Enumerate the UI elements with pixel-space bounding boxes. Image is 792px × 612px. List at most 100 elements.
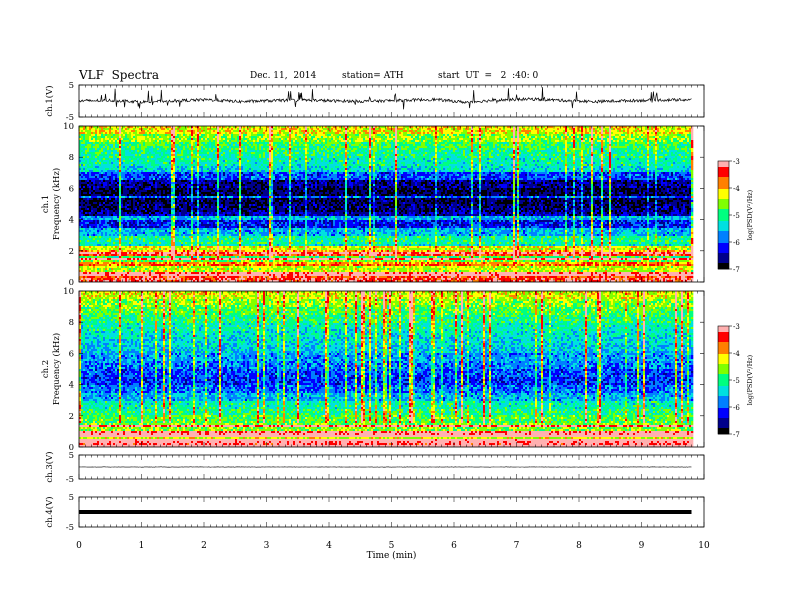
spectrogram-cell [197, 142, 200, 145]
spectrogram-cell [211, 132, 214, 135]
spectrogram-cell [487, 128, 490, 131]
spectrogram-cell [261, 128, 264, 131]
spectrogram-cell [651, 130, 654, 133]
spectrogram-cell [83, 130, 86, 133]
spectrogram-cell [443, 130, 446, 133]
spectrogram-cell [167, 138, 170, 141]
spectrogram-cell [609, 146, 612, 149]
spectrogram-cell [165, 154, 168, 157]
spectrogram-cell [359, 144, 362, 147]
spectrogram-cell [237, 140, 240, 143]
spectrogram-cell [193, 134, 196, 137]
spectrogram-cell [161, 154, 164, 157]
spectrogram-cell [221, 142, 224, 145]
spectrogram-cell [129, 150, 132, 153]
spectrogram-cell [479, 128, 482, 131]
spectrogram-cell [563, 148, 566, 151]
spectrogram-cell [91, 150, 94, 153]
spectrogram-cell [677, 146, 680, 149]
spectrogram-cell [493, 146, 496, 149]
spectrogram-cell [287, 136, 290, 139]
spectrogram-cell [505, 148, 508, 151]
spectrogram-cell [139, 144, 142, 147]
spectrogram-cell [163, 130, 166, 133]
spectrogram-cell [245, 144, 248, 147]
spectrogram-cell [615, 144, 618, 147]
spectrogram-cell [151, 158, 154, 161]
spectrogram-cell [167, 142, 170, 145]
spectrogram-cell [603, 142, 606, 145]
spectrogram-cell [243, 128, 246, 131]
spectrogram-cell [269, 140, 272, 143]
spectrogram-cell [457, 156, 460, 159]
spectrogram-cell [499, 144, 502, 147]
spectrogram-cell [339, 132, 342, 135]
spectrogram-cell [257, 152, 260, 155]
spectrogram-cell [399, 126, 402, 129]
spectrogram-cell [609, 150, 612, 153]
spectrogram-cell [83, 136, 86, 139]
spectrogram-cell [211, 158, 214, 161]
spectrogram-cell [369, 152, 372, 155]
spectrogram-cell [375, 126, 378, 129]
spectrogram-cell [541, 138, 544, 141]
spectrogram-cell [343, 132, 346, 135]
spectrogram-cell [601, 136, 604, 139]
spectrogram-cell [465, 130, 468, 133]
spectrogram-cell [209, 152, 212, 155]
spectrogram-cell [499, 132, 502, 135]
spectrogram-cell [681, 156, 684, 159]
spectrogram-cell [363, 154, 366, 157]
spectrogram-cell [443, 150, 446, 153]
spectrogram-cell [651, 136, 654, 139]
spectrogram-cell [563, 152, 566, 155]
spectrogram-cell [631, 128, 634, 131]
spectrogram-cell [307, 130, 310, 133]
spectrogram-cell [589, 130, 592, 133]
spectrogram-cell [465, 150, 468, 153]
spectrogram-cell [565, 134, 568, 137]
spectrogram-cell [679, 134, 682, 137]
spectrogram-cell [275, 156, 278, 159]
spectrogram-cell [449, 128, 452, 131]
spectrogram-cell [381, 128, 384, 131]
spectrogram-cell [441, 154, 444, 157]
spectrogram-cell [277, 126, 280, 129]
spectrogram-cell [575, 136, 578, 139]
spectrogram-cell [153, 154, 156, 157]
spectrogram-cell [231, 126, 234, 129]
spectrogram-cell [251, 156, 254, 159]
spectrogram-cell [667, 138, 670, 141]
spectrogram-cell [465, 154, 468, 157]
spectrogram-cell [261, 126, 264, 129]
spectrogram-cell [527, 126, 530, 129]
spectrogram-cell [679, 126, 682, 129]
spectrogram-cell [255, 148, 258, 151]
spectrogram-cell [353, 156, 356, 159]
spectrogram-cell [107, 136, 110, 139]
spectrogram-cell [511, 146, 514, 149]
spectrogram-cell [221, 140, 224, 143]
spectrogram-cell [669, 150, 672, 153]
spectrogram-cell [503, 128, 506, 131]
spectrogram-cell [325, 144, 328, 147]
spectrogram-cell [501, 128, 504, 131]
spectrogram-cell [689, 140, 692, 143]
spectrogram-cell [467, 138, 470, 141]
spectrogram-cell [265, 126, 268, 129]
spectrogram-cell [353, 150, 356, 153]
spectrogram-cell [615, 132, 618, 135]
spectrogram-cell [91, 158, 94, 161]
spectrogram-cell [271, 130, 274, 133]
spectrogram-cell [467, 148, 470, 151]
spectrogram-cell [517, 156, 520, 159]
spectrogram-cell [301, 154, 304, 157]
spectrogram-cell [207, 138, 210, 141]
spectrogram-cell [295, 156, 298, 159]
spectrogram-cell [269, 144, 272, 147]
spectrogram-cell [539, 132, 542, 135]
spectrogram-cell [111, 138, 114, 141]
spectrogram-cell [325, 146, 328, 149]
spectrogram-cell [463, 140, 466, 143]
spectrogram-cell [671, 130, 674, 133]
